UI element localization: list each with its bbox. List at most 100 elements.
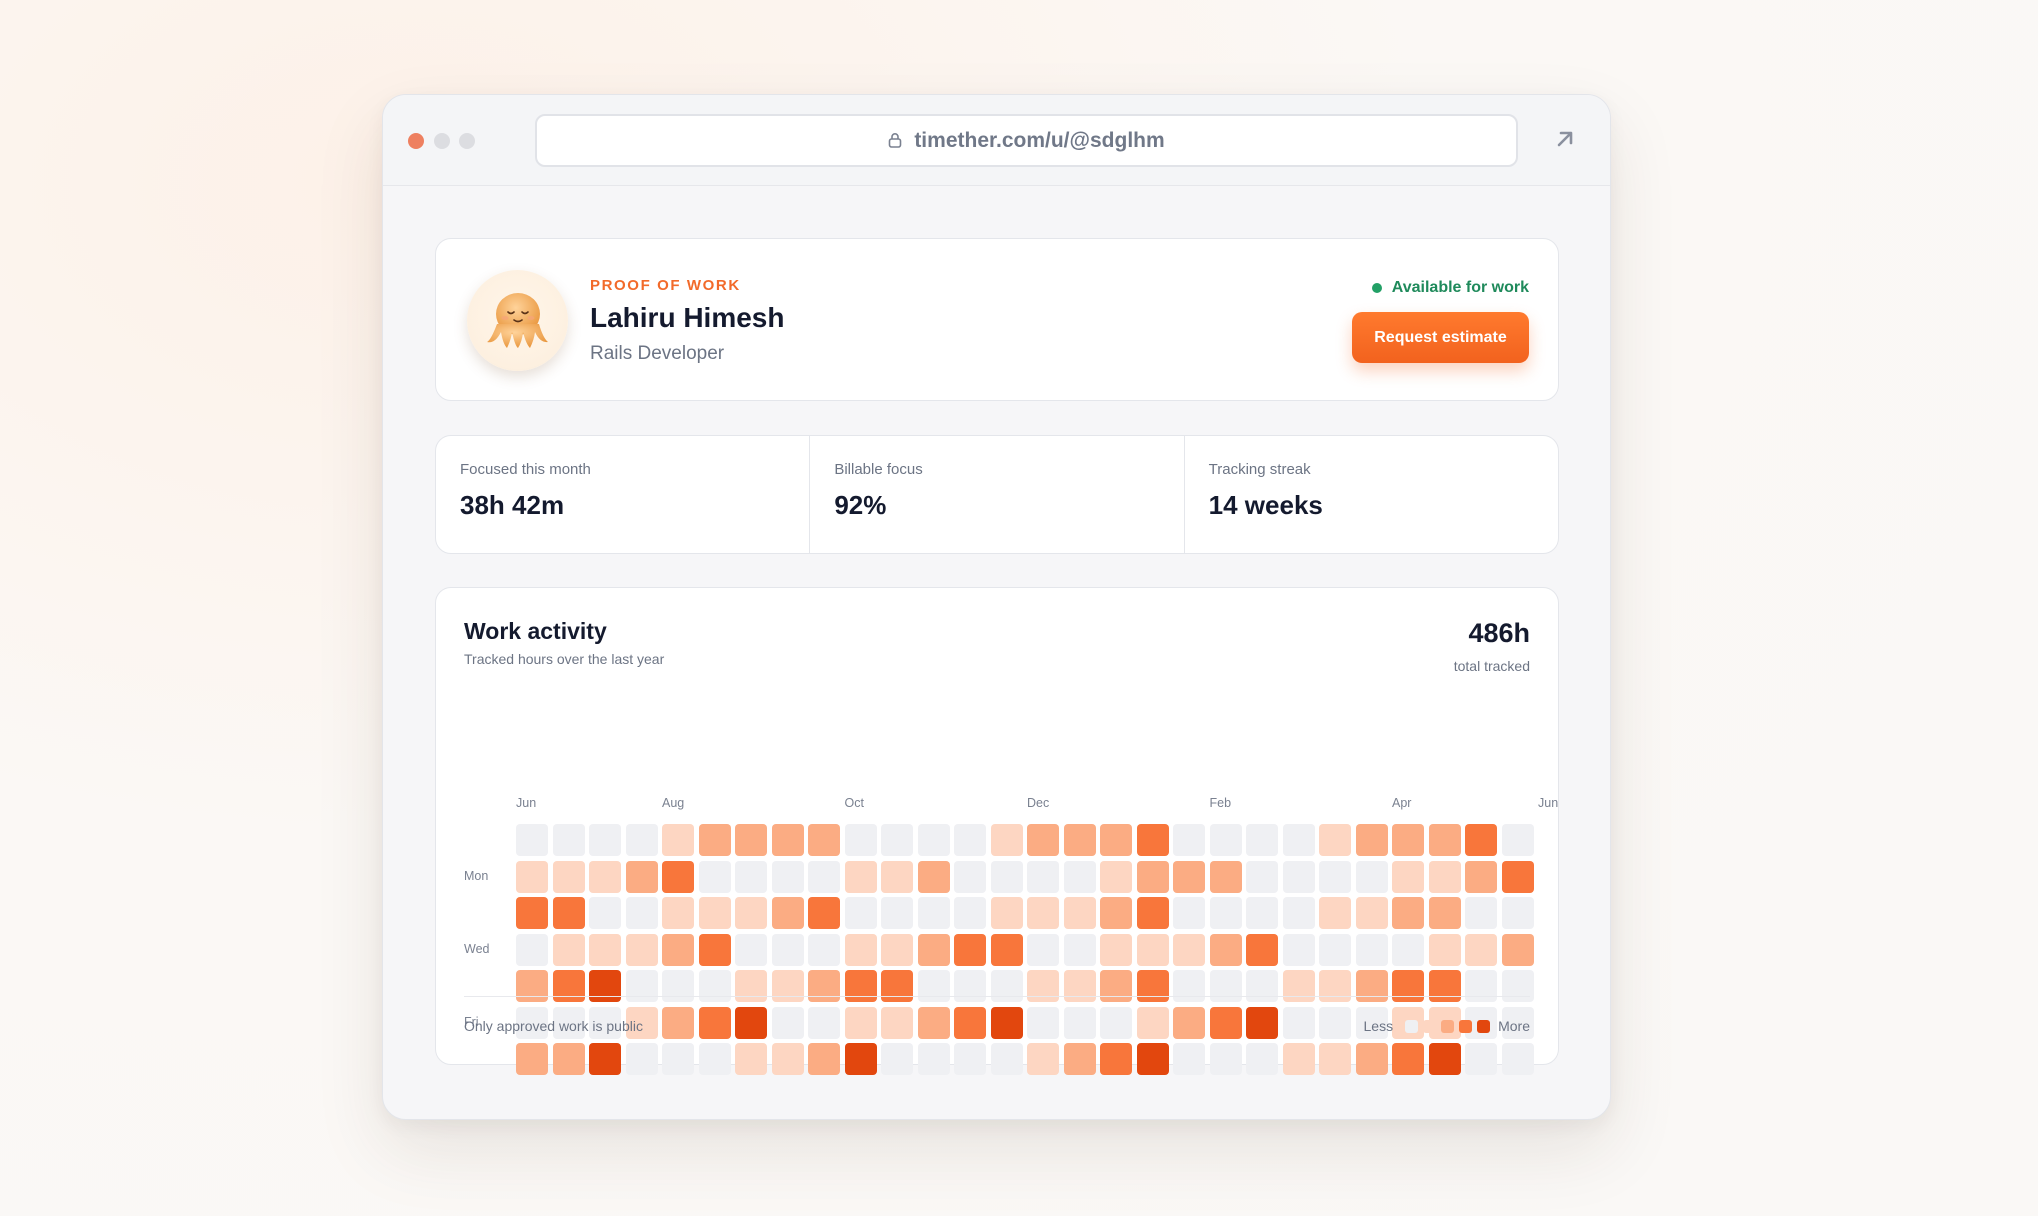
heatmap-cell[interactable] <box>990 933 1023 966</box>
heatmap-cell[interactable] <box>552 897 585 929</box>
heatmap-cell[interactable] <box>808 970 840 1002</box>
heatmap-cell[interactable] <box>808 860 840 893</box>
heatmap-cell[interactable] <box>1355 860 1388 893</box>
heatmap-cell[interactable] <box>662 1043 694 1075</box>
heatmap-cell[interactable] <box>771 1043 804 1075</box>
heatmap-cell[interactable] <box>625 970 658 1002</box>
heatmap-cell[interactable] <box>1027 824 1059 856</box>
heatmap-cell[interactable] <box>662 933 694 966</box>
address-bar[interactable]: timether.com/u/@sdglhm <box>535 114 1518 167</box>
heatmap-cell[interactable] <box>1282 1006 1315 1039</box>
heatmap-cell[interactable] <box>1246 1006 1278 1039</box>
heatmap-cell[interactable] <box>698 1006 731 1039</box>
heatmap-cell[interactable] <box>589 824 621 856</box>
heatmap-cell[interactable] <box>589 933 621 966</box>
heatmap-cell[interactable] <box>917 824 950 856</box>
heatmap-cell[interactable] <box>1428 860 1461 893</box>
heatmap-cell[interactable] <box>881 860 913 893</box>
heatmap-cell[interactable] <box>954 897 986 929</box>
heatmap-cell[interactable] <box>1136 1006 1169 1039</box>
heatmap-cell[interactable] <box>1136 1043 1169 1075</box>
heatmap-cell[interactable] <box>1465 824 1497 856</box>
heatmap-cell[interactable] <box>1282 933 1315 966</box>
heatmap-cell[interactable] <box>954 824 986 856</box>
close-window-dot[interactable] <box>408 133 424 149</box>
heatmap-cell[interactable] <box>516 933 548 966</box>
heatmap-cell[interactable] <box>1063 897 1096 929</box>
heatmap-cell[interactable] <box>881 933 913 966</box>
request-estimate-button[interactable]: Request estimate <box>1352 312 1529 363</box>
heatmap-cell[interactable] <box>1319 970 1351 1002</box>
heatmap-cell[interactable] <box>735 970 767 1002</box>
heatmap-cell[interactable] <box>990 1006 1023 1039</box>
heatmap-cell[interactable] <box>917 860 950 893</box>
heatmap-cell[interactable] <box>1319 824 1351 856</box>
heatmap-cell[interactable] <box>625 1006 658 1039</box>
heatmap-cell[interactable] <box>662 824 694 856</box>
heatmap-cell[interactable] <box>1173 897 1205 929</box>
heatmap-cell[interactable] <box>1173 1006 1205 1039</box>
heatmap-cell[interactable] <box>1173 860 1205 893</box>
heatmap-cell[interactable] <box>625 933 658 966</box>
heatmap-cell[interactable] <box>1100 860 1132 893</box>
heatmap-cell[interactable] <box>1063 970 1096 1002</box>
heatmap-cell[interactable] <box>1063 824 1096 856</box>
heatmap-cell[interactable] <box>552 824 585 856</box>
heatmap-cell[interactable] <box>1246 970 1278 1002</box>
heatmap-cell[interactable] <box>1173 933 1205 966</box>
heatmap-cell[interactable] <box>1136 897 1169 929</box>
heatmap-cell[interactable] <box>844 1043 877 1075</box>
heatmap-cell[interactable] <box>698 970 731 1002</box>
heatmap-cell[interactable] <box>1209 897 1242 929</box>
heatmap-cell[interactable] <box>1319 1043 1351 1075</box>
heatmap-cell[interactable] <box>625 860 658 893</box>
heatmap-cell[interactable] <box>698 897 731 929</box>
heatmap-cell[interactable] <box>990 824 1023 856</box>
heatmap-cell[interactable] <box>844 970 877 1002</box>
heatmap-cell[interactable] <box>1319 860 1351 893</box>
heatmap-cell[interactable] <box>808 1043 840 1075</box>
heatmap-cell[interactable] <box>808 1006 840 1039</box>
heatmap-cell[interactable] <box>1465 970 1497 1002</box>
heatmap-cell[interactable] <box>1428 1043 1461 1075</box>
heatmap-cell[interactable] <box>516 824 548 856</box>
heatmap-cell[interactable] <box>1282 1043 1315 1075</box>
heatmap-cell[interactable] <box>771 933 804 966</box>
heatmap-cell[interactable] <box>552 970 585 1002</box>
heatmap-cell[interactable] <box>516 1006 548 1039</box>
heatmap-cell[interactable] <box>552 933 585 966</box>
heatmap-cell[interactable] <box>1209 860 1242 893</box>
heatmap-cell[interactable] <box>1100 1006 1132 1039</box>
heatmap-cell[interactable] <box>1100 933 1132 966</box>
heatmap-cell[interactable] <box>1063 860 1096 893</box>
heatmap-cell[interactable] <box>1246 933 1278 966</box>
heatmap-cell[interactable] <box>1282 897 1315 929</box>
heatmap-cell[interactable] <box>771 897 804 929</box>
heatmap-cell[interactable] <box>1501 1006 1534 1039</box>
heatmap-cell[interactable] <box>1173 970 1205 1002</box>
heatmap-cell[interactable] <box>1319 897 1351 929</box>
heatmap-cell[interactable] <box>771 970 804 1002</box>
heatmap-cell[interactable] <box>589 970 621 1002</box>
heatmap-cell[interactable] <box>1392 824 1424 856</box>
heatmap-cell[interactable] <box>917 897 950 929</box>
heatmap-cell[interactable] <box>844 824 877 856</box>
heatmap-cell[interactable] <box>662 897 694 929</box>
heatmap-cell[interactable] <box>552 1043 585 1075</box>
heatmap-cell[interactable] <box>662 1006 694 1039</box>
heatmap-cell[interactable] <box>808 933 840 966</box>
heatmap-cell[interactable] <box>1392 933 1424 966</box>
heatmap-cell[interactable] <box>1063 1043 1096 1075</box>
heatmap-cell[interactable] <box>1282 860 1315 893</box>
heatmap-cell[interactable] <box>881 824 913 856</box>
heatmap-cell[interactable] <box>771 860 804 893</box>
heatmap-cell[interactable] <box>625 824 658 856</box>
heatmap-cell[interactable] <box>771 824 804 856</box>
heatmap-cell[interactable] <box>1355 1043 1388 1075</box>
heatmap-cell[interactable] <box>954 970 986 1002</box>
heatmap-cell[interactable] <box>516 1043 548 1075</box>
heatmap-cell[interactable] <box>516 970 548 1002</box>
heatmap-cell[interactable] <box>917 933 950 966</box>
heatmap-cell[interactable] <box>552 860 585 893</box>
heatmap-cell[interactable] <box>1209 970 1242 1002</box>
